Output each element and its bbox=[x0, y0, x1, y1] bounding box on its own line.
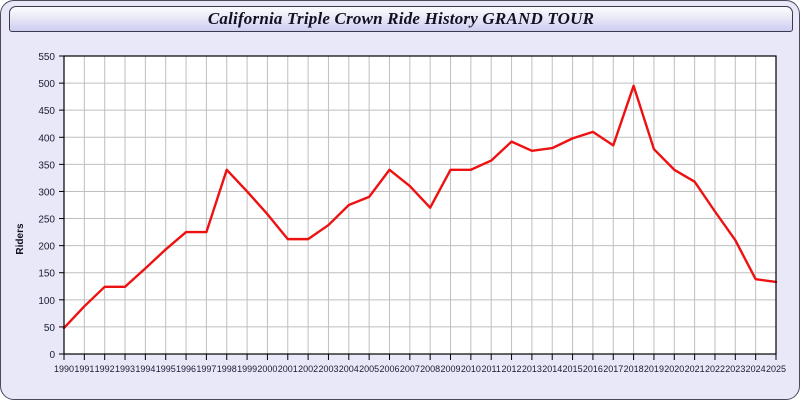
x-tick-label: 2005 bbox=[359, 364, 379, 374]
x-tick-label: 2008 bbox=[420, 364, 440, 374]
x-tick-label: 2011 bbox=[482, 364, 501, 374]
x-tick-label: 2003 bbox=[318, 364, 338, 374]
x-tick-label: 2000 bbox=[257, 364, 277, 374]
x-tick-label: 1993 bbox=[115, 364, 135, 374]
x-tick-label: 2016 bbox=[583, 364, 603, 374]
x-axis-ticks: 1990 1991 1992 1993 1994 1995 1996 1997 1998 1999… bbox=[54, 354, 786, 374]
y-tick-label: 300 bbox=[38, 187, 55, 198]
series-line-riders bbox=[62, 84, 778, 330]
y-tick-label: 100 bbox=[38, 296, 55, 307]
x-tick-label: 1998 bbox=[217, 364, 237, 374]
chart-title-bar: California Triple Crown Ride History GRA… bbox=[9, 6, 793, 32]
x-tick-label: 2018 bbox=[624, 364, 644, 374]
y-tick-label: 550 bbox=[38, 52, 55, 63]
x-tick-label: 1994 bbox=[135, 364, 155, 374]
y-tick-label: 200 bbox=[38, 242, 55, 253]
x-tick-label: 2025 bbox=[766, 364, 786, 374]
x-tick-label: 2006 bbox=[379, 364, 399, 374]
x-tick-label: 2007 bbox=[400, 364, 420, 374]
page-title: California Triple Crown Ride History GRA… bbox=[207, 9, 595, 28]
y-tick-label: 350 bbox=[38, 160, 55, 171]
x-tick-label: 1992 bbox=[95, 364, 115, 374]
x-tick-label: 2012 bbox=[502, 364, 522, 374]
y-axis-ticks: 0 50 100 150 200 250 300 350 400 450 500 550 bbox=[38, 52, 64, 361]
x-tick-label: 1995 bbox=[156, 364, 176, 374]
y-tick-label: 500 bbox=[38, 79, 55, 90]
x-tick-label: 2001 bbox=[278, 364, 298, 374]
plot-background bbox=[64, 55, 776, 354]
x-tick-label: 1990 bbox=[54, 364, 74, 374]
x-tick-label: 2002 bbox=[298, 364, 318, 374]
plot-area-host: 0 50 100 150 200 250 300 350 400 450 500 550 1990 19… bbox=[1, 34, 799, 399]
x-tick-label: 1997 bbox=[196, 364, 216, 374]
y-tick-label: 400 bbox=[38, 133, 55, 144]
x-tick-label: 2023 bbox=[725, 364, 745, 374]
y-tick-label: 50 bbox=[44, 323, 56, 334]
x-tick-label: 2024 bbox=[746, 364, 766, 374]
x-tick-label: 2022 bbox=[705, 364, 725, 374]
x-tick-label: 2020 bbox=[664, 364, 684, 374]
x-tick-label: 2013 bbox=[522, 364, 542, 374]
x-tick-label: 1999 bbox=[237, 364, 257, 374]
x-tick-label: 1996 bbox=[176, 364, 196, 374]
x-tick-label: 2009 bbox=[440, 364, 460, 374]
x-tick-label: 2004 bbox=[339, 364, 359, 374]
x-tick-label: 1991 bbox=[74, 364, 94, 374]
series-riders bbox=[62, 84, 778, 330]
y-tick-label: 0 bbox=[49, 350, 55, 361]
y-tick-label: 150 bbox=[38, 269, 55, 280]
y-axis-title: Riders bbox=[15, 223, 26, 255]
x-tick-label: 2014 bbox=[542, 364, 562, 374]
x-tick-label: 2019 bbox=[644, 364, 664, 374]
x-tick-label: 2015 bbox=[563, 364, 583, 374]
y-tick-label: 450 bbox=[38, 106, 55, 117]
x-tick-label: 2017 bbox=[603, 364, 623, 374]
x-tick-label: 2021 bbox=[685, 364, 705, 374]
x-tick-label: 2010 bbox=[461, 364, 481, 374]
axis-lines bbox=[63, 55, 777, 355]
y-tick-label: 250 bbox=[38, 215, 55, 226]
